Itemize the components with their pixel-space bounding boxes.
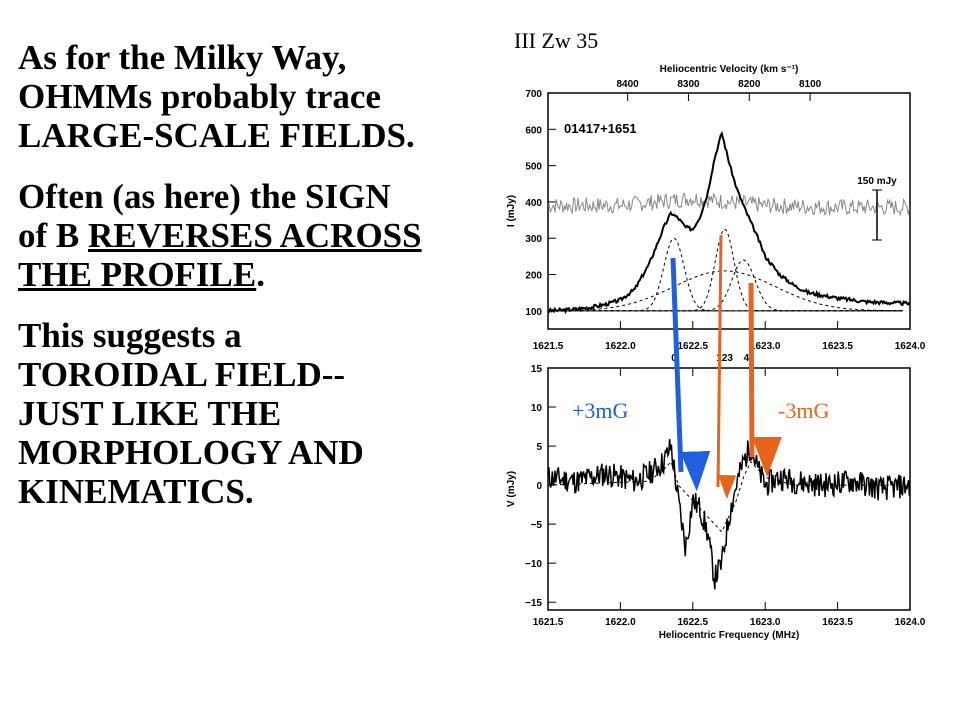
top-tick-label: 8100: [799, 79, 822, 90]
y-tick-label: 15: [531, 364, 543, 375]
y-tick-label: 0: [536, 481, 542, 492]
blue-arrow: [670, 257, 711, 492]
text-fragment: .: [256, 255, 265, 294]
orange-arrow: [716, 234, 737, 500]
y-tick-label: 5: [536, 442, 542, 453]
scale-bar-label: 150 mJy: [857, 176, 897, 187]
text-line: Often (as here) the SIGN: [18, 177, 391, 216]
intensity-profile: [547, 130, 911, 315]
text-line: As for the Milky Way,: [18, 38, 347, 77]
orange-arrow: [748, 282, 782, 477]
x-tick-label: 1622.5: [678, 617, 709, 628]
x-tick-label: 1623.0: [750, 617, 781, 628]
top-tick-label: 8400: [617, 79, 640, 90]
paragraph-milky-way: As for the Milky Way, OHMMs probably tra…: [18, 38, 508, 155]
underlined-text: THE PROFILE: [18, 255, 257, 294]
text-line: This suggests a: [18, 316, 242, 355]
gaussian-component: [562, 259, 903, 312]
slide-text: As for the Milky Way, OHMMs probably tra…: [18, 38, 508, 533]
x-tick-label: 1623.5: [822, 341, 853, 352]
text-line: JUST LIKE THE: [18, 394, 282, 433]
x-tick-label: 1623.0: [750, 341, 781, 352]
plot-frame-top: [547, 92, 911, 330]
y-tick-label: −5: [531, 520, 543, 531]
object-label: 01417+1651: [564, 121, 637, 136]
y-tick-label: 300: [525, 234, 542, 245]
annotation-minus: -3mG: [778, 398, 829, 423]
x-tick-label: 1621.5: [533, 341, 564, 352]
underlined-text: REVERSES ACROSS: [88, 216, 422, 255]
text-fragment: of B: [18, 216, 88, 255]
component-label: 4: [744, 353, 750, 364]
x-tick-label: 1624.0: [895, 341, 926, 352]
text-line: THE PROFILE.: [18, 255, 508, 294]
y-tick-label: 200: [525, 271, 542, 282]
text-line: of B REVERSES ACROSS: [18, 216, 508, 255]
y-tick-label: −15: [525, 598, 542, 609]
stokes-v-spectrum: [547, 439, 911, 590]
y-tick-label: 700: [525, 89, 542, 100]
top-axis-title: Heliocentric Velocity (km s⁻¹): [660, 64, 799, 75]
y-axis-title: V (mJy): [506, 471, 517, 507]
y-tick-label: 600: [525, 125, 542, 136]
noise-spectrum: [547, 192, 910, 217]
top-tick-label: 8300: [677, 79, 700, 90]
text-line: LARGE-SCALE FIELDS.: [18, 116, 415, 155]
x-tick-label: 1621.5: [533, 617, 564, 628]
x-tick-label: 1622.0: [605, 617, 636, 628]
component-label: 0: [671, 353, 677, 364]
y-tick-label: −10: [525, 559, 542, 570]
figure-title: III Zw 35: [514, 28, 599, 53]
plot-frame-bottom: [547, 367, 911, 611]
y-tick-label: 500: [525, 162, 542, 173]
text-line: MORPHOLOGY AND: [18, 433, 364, 472]
x-axis-title: Heliocentric Frequency (MHz): [659, 630, 800, 641]
text-line: OHMMs probably trace: [18, 77, 381, 116]
x-tick-label: 1624.0: [895, 617, 926, 628]
y-tick-label: 10: [531, 403, 543, 414]
x-tick-label: 1622.0: [605, 341, 636, 352]
x-tick-label: 1622.5: [678, 341, 709, 352]
top-tick-label: 8200: [738, 79, 761, 90]
gaussian-component: [562, 228, 903, 312]
x-tick-label: 1623.5: [822, 617, 853, 628]
y-tick-label: 100: [525, 307, 542, 318]
y-axis-title: I (mJy): [506, 195, 517, 227]
text-line: KINEMATICS.: [18, 472, 254, 511]
paragraph-sign-reversal: Often (as here) the SIGN of B REVERSES A…: [18, 177, 508, 294]
annotation-plus: +3mG: [572, 398, 629, 423]
component-label: 123: [716, 353, 733, 364]
gaussian-component: [562, 270, 903, 312]
paragraph-toroidal: This suggests a TOROIDAL FIELD-- JUST LI…: [18, 316, 508, 511]
text-line: TOROIDAL FIELD--: [18, 355, 346, 394]
y-tick-label: 400: [525, 198, 542, 209]
